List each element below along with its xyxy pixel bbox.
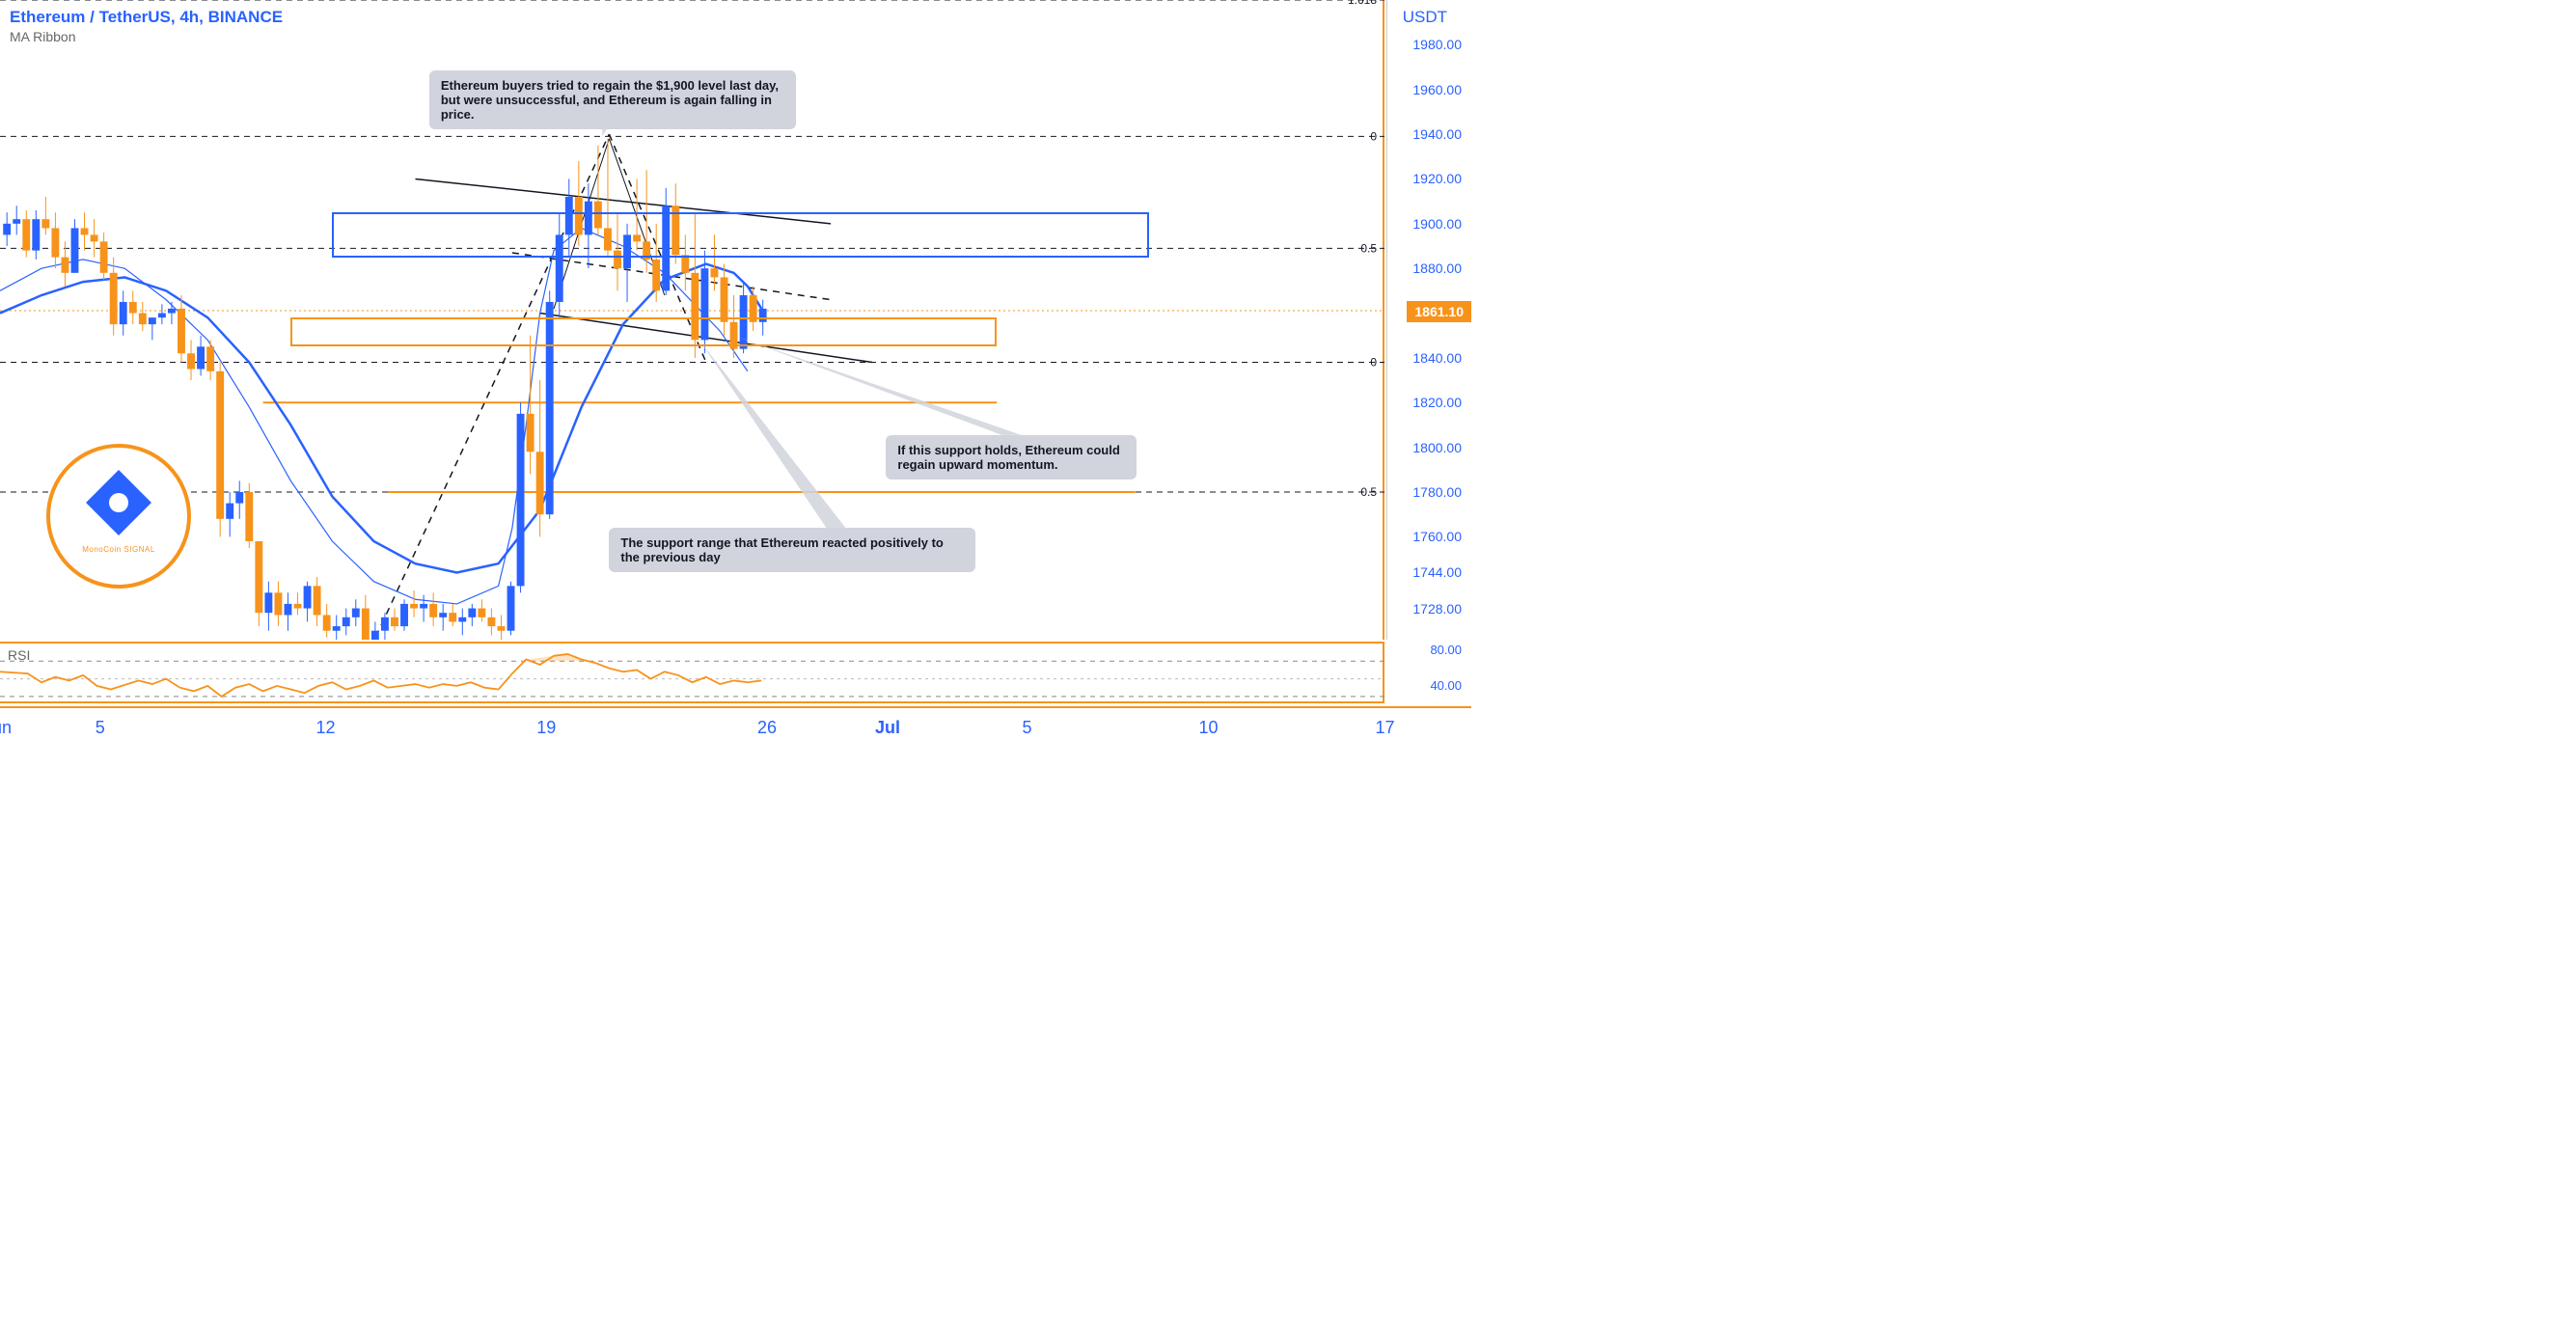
price-tick: 1780.00	[1412, 484, 1462, 500]
price-tick: 1880.00	[1412, 260, 1462, 276]
pair-title: Ethereum / TetherUS, 4h, BINANCE	[10, 8, 283, 27]
time-tick: 5	[96, 718, 105, 738]
annotation-callout: If this support holds, Ethereum could re…	[886, 435, 1137, 480]
rsi-tick: 80.00	[1430, 643, 1462, 657]
time-tick: 26	[757, 718, 777, 738]
annotation-callout: Ethereum buyers tried to regain the $1,9…	[429, 70, 796, 129]
time-tick: un	[0, 718, 12, 738]
rsi-axis: 80.00 40.00	[1386, 642, 1471, 703]
svg-text:0.5: 0.5	[1360, 241, 1377, 255]
price-tick: 1800.00	[1412, 440, 1462, 455]
price-tick: 1960.00	[1412, 82, 1462, 97]
price-tick: 1900.00	[1412, 216, 1462, 232]
price-tick: 1980.00	[1412, 37, 1462, 52]
time-tick: 10	[1199, 718, 1219, 738]
rsi-tick: 40.00	[1430, 678, 1462, 693]
time-tick: 5	[1023, 718, 1032, 738]
rsi-canvas	[0, 644, 1384, 705]
price-tick: 1728.00	[1412, 601, 1462, 617]
indicator-label: MA Ribbon	[10, 29, 283, 44]
current-price-tag: 1861.10	[1407, 301, 1471, 322]
price-zone	[332, 212, 1149, 257]
logo-text: MonoCoin SIGNAL	[82, 545, 155, 554]
price-zone	[290, 317, 997, 346]
time-tick: 12	[316, 718, 336, 738]
svg-text:0: 0	[1370, 356, 1377, 370]
chart-header: Ethereum / TetherUS, 4h, BINANCE MA Ribb…	[10, 8, 283, 44]
price-tick: 1940.00	[1412, 126, 1462, 142]
annotation-callout: The support range that Ethereum reacted …	[609, 528, 975, 572]
time-axis[interactable]: un 5 12 19 26 Jul 5 10 17	[0, 706, 1471, 745]
rsi-panel[interactable]: RSI	[0, 642, 1384, 703]
time-tick: Jul	[875, 718, 900, 738]
time-tick: 17	[1376, 718, 1395, 738]
price-tick: 1744.00	[1412, 564, 1462, 580]
svg-text:0: 0	[1370, 129, 1377, 143]
svg-text:0.5: 0.5	[1360, 485, 1377, 499]
price-tick: 1840.00	[1412, 350, 1462, 366]
price-chart-panel[interactable]: Ethereum / TetherUS, 4h, BINANCE MA Ribb…	[0, 0, 1384, 640]
price-axis[interactable]: USDT 1980.00 1960.00 1940.00 1920.00 1900.00…	[1386, 0, 1471, 640]
price-tick: 1820.00	[1412, 395, 1462, 410]
svg-text:1.618: 1.618	[1348, 0, 1377, 7]
time-tick: 19	[536, 718, 556, 738]
price-tick: 1760.00	[1412, 529, 1462, 544]
price-axis-title: USDT	[1403, 8, 1447, 27]
price-tick: 1920.00	[1412, 171, 1462, 186]
brand-logo: MonoCoin SIGNAL	[46, 444, 191, 589]
